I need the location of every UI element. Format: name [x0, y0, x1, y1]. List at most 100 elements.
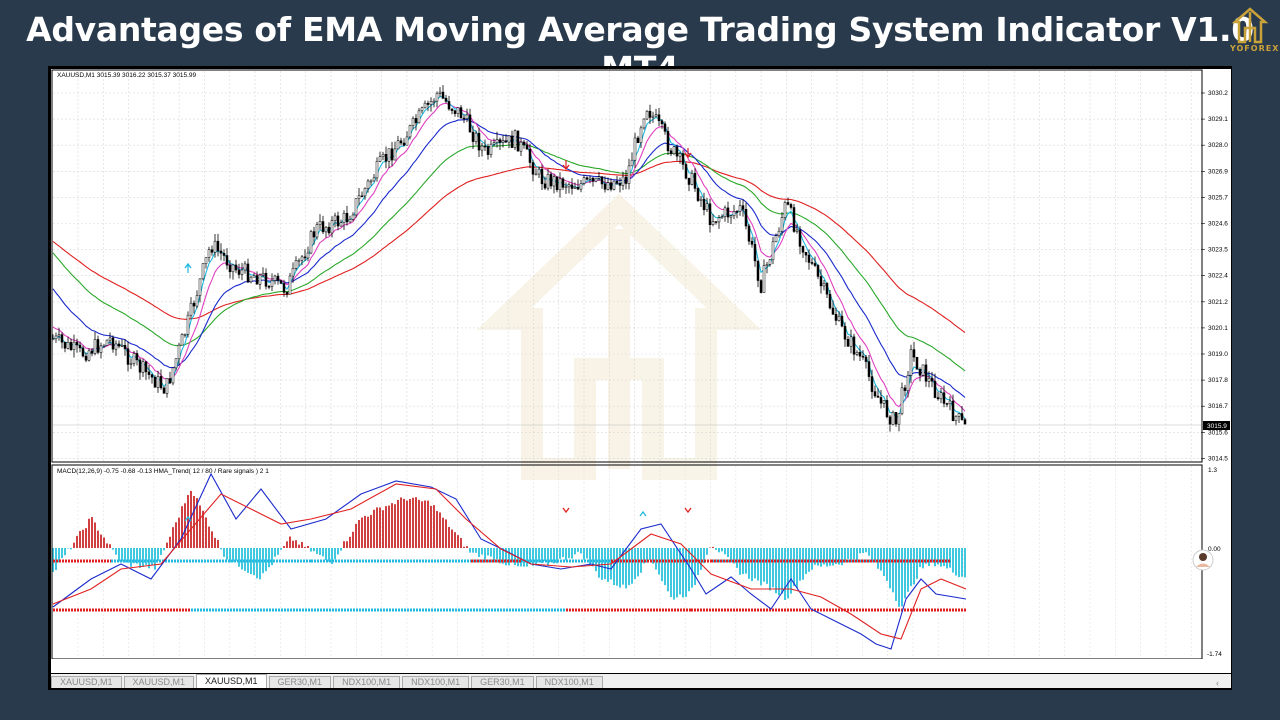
- candle: [675, 144, 679, 161]
- candle: [546, 168, 550, 191]
- candle: [573, 182, 577, 189]
- candle: [426, 100, 430, 112]
- candle: [351, 212, 355, 222]
- candle: [111, 335, 115, 353]
- chart-tab[interactable]: XAUUSD,M1: [51, 676, 122, 688]
- candle: [156, 370, 160, 393]
- candle: [480, 142, 484, 157]
- candle: [282, 279, 286, 297]
- chart-tab[interactable]: GER30,M1: [268, 676, 332, 688]
- candle: [75, 338, 79, 353]
- candle: [849, 329, 853, 354]
- candle: [399, 137, 403, 146]
- chart-tab[interactable]: XAUUSD,M1: [123, 676, 195, 688]
- candle: [798, 226, 802, 255]
- candle: [555, 176, 559, 193]
- candle: [72, 334, 76, 358]
- chart-tab[interactable]: XAUUSD,M1: [196, 674, 267, 688]
- tab-scroll-arrow-icon[interactable]: ‹: [1216, 678, 1219, 688]
- candle: [534, 168, 538, 176]
- candle: [477, 127, 481, 158]
- price-pane-frame: [51, 69, 1203, 463]
- candle: [147, 364, 151, 380]
- candle: [822, 279, 826, 291]
- candle: [261, 267, 265, 278]
- price-tick-label: 3023.5: [1208, 247, 1228, 254]
- candle: [306, 246, 310, 262]
- candle: [792, 203, 796, 233]
- candle: [939, 387, 943, 404]
- candle: [234, 259, 238, 274]
- candle: [249, 275, 253, 284]
- candle: [750, 237, 754, 248]
- candle: [765, 261, 769, 274]
- candle: [642, 118, 646, 130]
- chart-area[interactable]: XAUUSD,M1 3015.39 3016.22 3015.37 3015.9…: [51, 69, 1231, 673]
- price-axis: 3030.2 3029.1 3028.0 3026.9 3025.7 3024.6 3023…: [53, 90, 1230, 462]
- candle: [873, 385, 877, 398]
- brand-logo: YOFOREX: [1230, 6, 1278, 62]
- macd-sell-arrow-icon: [562, 507, 570, 514]
- candle: [669, 148, 673, 157]
- candle: [633, 132, 637, 169]
- candle: [384, 146, 388, 169]
- chart-tab[interactable]: GER30,M1: [471, 676, 534, 688]
- candle: [195, 290, 199, 309]
- candle: [228, 260, 232, 279]
- candle: [636, 135, 640, 144]
- candle: [420, 106, 424, 114]
- candle: [921, 364, 925, 377]
- candle: [177, 342, 181, 366]
- candle: [867, 355, 871, 382]
- candle: [369, 179, 373, 186]
- candle: [345, 205, 349, 226]
- candle: [960, 405, 964, 421]
- chart-tab[interactable]: NDX100,M1: [402, 676, 470, 688]
- signal-arrows: [184, 148, 692, 273]
- candle: [264, 268, 268, 290]
- candle: [540, 164, 544, 190]
- candle: [831, 300, 835, 315]
- candle: [408, 124, 412, 140]
- candle: [291, 262, 295, 283]
- chart-tab[interactable]: NDX100,M1: [333, 676, 401, 688]
- candle: [129, 358, 133, 369]
- candle: [882, 400, 886, 408]
- candle: [783, 200, 787, 221]
- candle: [252, 272, 256, 278]
- ema-red-line: [52, 160, 966, 334]
- candle: [294, 256, 298, 271]
- candle: [501, 135, 505, 148]
- candle: [126, 341, 130, 372]
- candle: [180, 333, 184, 346]
- candle: [435, 91, 439, 108]
- candle: [735, 209, 739, 219]
- candle: [123, 339, 127, 356]
- candle: [81, 345, 85, 358]
- candle: [537, 166, 541, 179]
- candle: [375, 157, 379, 182]
- candle: [360, 191, 364, 198]
- candle: [621, 171, 625, 191]
- candle: [645, 110, 649, 120]
- candle: [57, 327, 61, 341]
- candle: [738, 199, 742, 216]
- candle: [132, 350, 136, 367]
- candle: [318, 214, 322, 230]
- candle: [246, 258, 250, 284]
- candle: [525, 140, 529, 150]
- candle: [117, 340, 121, 349]
- candle: [429, 97, 433, 112]
- candle: [834, 307, 838, 326]
- candle: [189, 297, 193, 319]
- candle: [441, 85, 445, 100]
- candle: [660, 119, 664, 129]
- candle: [60, 332, 64, 349]
- candle: [471, 125, 475, 150]
- avatar[interactable]: [1192, 549, 1214, 571]
- candle: [909, 344, 913, 384]
- price-chart-canvas[interactable]: XAUUSD,M1 3015.39 3016.22 3015.37 3015.9…: [51, 69, 1231, 659]
- chart-tab[interactable]: NDX100,M1: [535, 676, 603, 688]
- candle: [585, 176, 589, 181]
- candle: [273, 274, 277, 285]
